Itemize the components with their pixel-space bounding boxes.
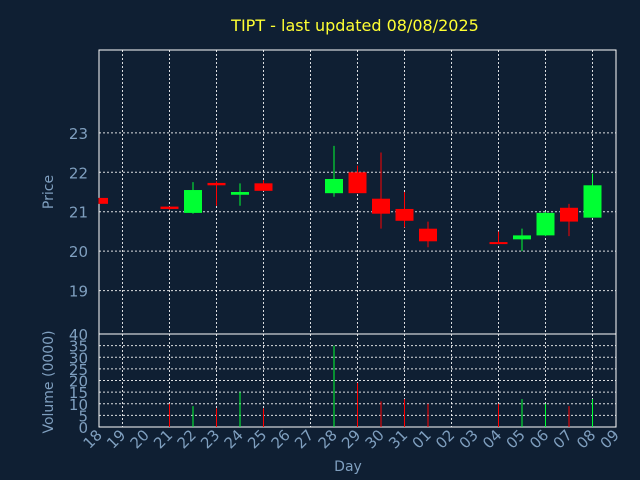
x-tick-label: 22 <box>174 426 200 452</box>
x-tick-label: 06 <box>526 426 552 452</box>
volume-tick-label: 5 <box>78 407 88 425</box>
candle-body <box>160 206 179 209</box>
volume-tick-label: 0 <box>78 419 88 437</box>
x-tick-label: 04 <box>479 426 505 452</box>
volume-tick-label: 40 <box>69 326 88 344</box>
candle-body <box>231 192 249 195</box>
candle-body <box>395 208 414 221</box>
x-tick-label: 27 <box>291 426 317 452</box>
x-tick-label: 05 <box>503 426 529 452</box>
candle-body <box>99 197 108 204</box>
candle-body <box>184 190 202 213</box>
x-tick-label: 31 <box>385 426 411 452</box>
candle-body <box>207 182 226 186</box>
price-axis-label: Price <box>41 175 57 209</box>
x-tick-label: 02 <box>432 426 458 452</box>
candle-body <box>489 242 508 245</box>
x-tick-label: 23 <box>197 426 223 452</box>
x-tick-label: 29 <box>338 426 364 452</box>
candle-body <box>560 207 578 222</box>
candle-body <box>254 183 273 191</box>
candle-body <box>513 235 531 240</box>
volume-tick-label: 35 <box>69 338 88 356</box>
price-tick-label: 19 <box>69 283 88 301</box>
volume-tick-label: 30 <box>69 349 88 367</box>
x-tick-label: 19 <box>103 426 129 452</box>
x-tick-label: 21 <box>150 426 176 452</box>
candle-body <box>348 172 367 194</box>
candle-body <box>536 212 555 236</box>
chart-title: TIPT - last updated 08/08/2025 <box>230 16 479 35</box>
x-tick-label: 07 <box>550 426 576 452</box>
volume-tick-label: 20 <box>69 373 88 391</box>
x-tick-label: 20 <box>127 426 153 452</box>
x-tick-label: 09 <box>597 426 623 452</box>
x-axis-label: Day <box>334 459 362 475</box>
volume-tick-label: 10 <box>69 396 88 414</box>
volume-tick-label: 15 <box>69 384 88 402</box>
candle-body <box>372 198 390 214</box>
x-tick-label: 26 <box>268 426 294 452</box>
volume-tick-label: 25 <box>69 361 88 379</box>
price-tick-label: 22 <box>69 164 88 182</box>
price-tick-label: 21 <box>69 204 88 222</box>
price-tick-label: 23 <box>69 125 88 143</box>
x-tick-label: 03 <box>456 426 482 452</box>
x-tick-label: 30 <box>362 426 388 452</box>
x-tick-label: 25 <box>244 426 270 452</box>
x-tick-label: 24 <box>221 426 247 452</box>
x-tick-label: 08 <box>573 426 599 452</box>
candle-body <box>419 228 437 242</box>
volume-axis-label: Volume (0000) <box>41 330 57 433</box>
candle-body <box>325 178 343 194</box>
x-tick-label: 28 <box>315 426 341 452</box>
x-tick-label: 01 <box>409 426 435 452</box>
price-tick-label: 20 <box>69 243 88 261</box>
candle-body <box>583 185 602 218</box>
